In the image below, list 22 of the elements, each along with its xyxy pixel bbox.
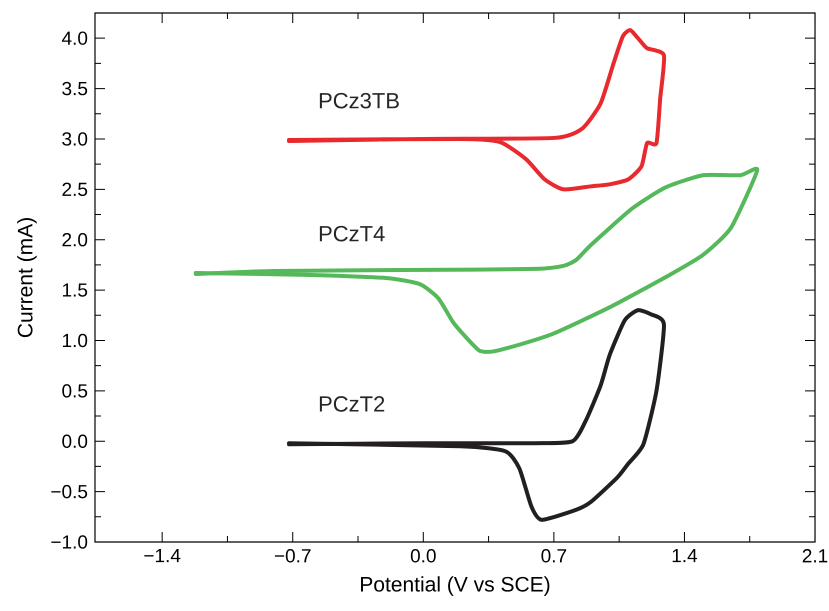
x-tick-label: 2.1 [802, 549, 828, 562]
series-label: PCzT2 [320, 396, 384, 412]
x-tick-label: −1.4 [144, 549, 180, 562]
y-tick-label: 3.5 [62, 82, 88, 96]
y-tick-label: 2.0 [62, 232, 88, 246]
y-tick-label: 1.5 [62, 283, 88, 297]
y-tick-label: 3.0 [62, 132, 88, 146]
y-tick-label: 0.5 [62, 384, 88, 398]
x-axis-title: Potential (V vs SCE) [361, 576, 550, 596]
y-tick-label: 1.0 [62, 334, 88, 348]
x-tick-label: −0.7 [274, 549, 311, 563]
y-tick-label: 2.5 [62, 182, 88, 196]
y-tick-label: −0.5 [51, 484, 88, 498]
x-tick-label: 0.7 [541, 549, 566, 563]
x-tick-label: 1.4 [672, 549, 698, 562]
y-tick-label: 4.0 [62, 31, 88, 45]
y-tick-label: 0.0 [62, 434, 88, 448]
series-label: PCz3TB [320, 92, 399, 108]
series-label: PCzT4 [320, 226, 385, 242]
y-axis-title: Current (mA) [17, 218, 37, 338]
x-tick-label: 0.0 [410, 549, 436, 563]
y-tick-label: −1.0 [51, 535, 88, 549]
